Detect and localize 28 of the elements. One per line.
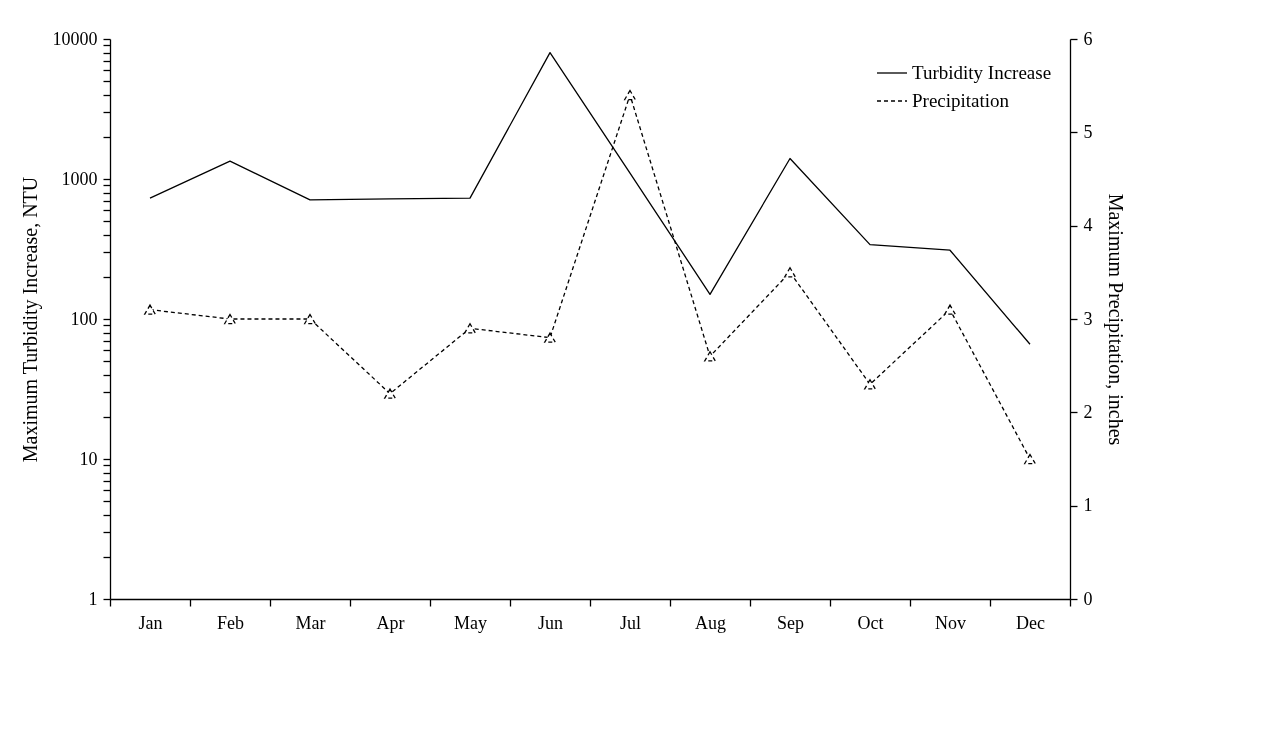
y-tick-label: 1000 [61,168,98,189]
x-tick-label: Dec [1016,612,1045,633]
x-tick-label: Jul [619,612,642,633]
x-tick-label: Nov [935,612,966,633]
legend-label: Precipitation [912,90,1010,111]
y-tick-label: 1 [88,588,98,609]
x-tick-label: Feb [217,612,244,633]
x-tick-label: May [454,612,487,633]
y2-tick-label: 1 [1083,495,1093,516]
y2-tick-label: 0 [1083,588,1093,609]
legend-label: Turbidity Increase [912,62,1052,83]
y-tick-label: 10000 [52,28,98,49]
x-tick-label: Sep [777,612,804,633]
x-tick-label: Jun [537,612,564,633]
y2-axis-title: Maximum Precipitation, inches [1103,193,1127,446]
x-tick-label: Mar [295,612,326,633]
y2-tick-label: 4 [1083,215,1093,236]
y2-tick-label: 2 [1083,401,1093,422]
y2-tick-label: 5 [1083,121,1093,142]
x-tick-label: Aug [695,612,726,633]
x-tick-label: Apr [376,612,405,633]
y-tick-label: 10 [79,448,98,469]
y-axis-title: Maximum Turbidity Increase, NTU [18,176,42,463]
y2-tick-label: 6 [1083,28,1093,49]
x-tick-label: Oct [857,612,884,633]
x-tick-label: Jan [138,612,163,633]
y2-tick-label: 3 [1083,308,1093,329]
y-tick-label: 100 [70,308,98,329]
